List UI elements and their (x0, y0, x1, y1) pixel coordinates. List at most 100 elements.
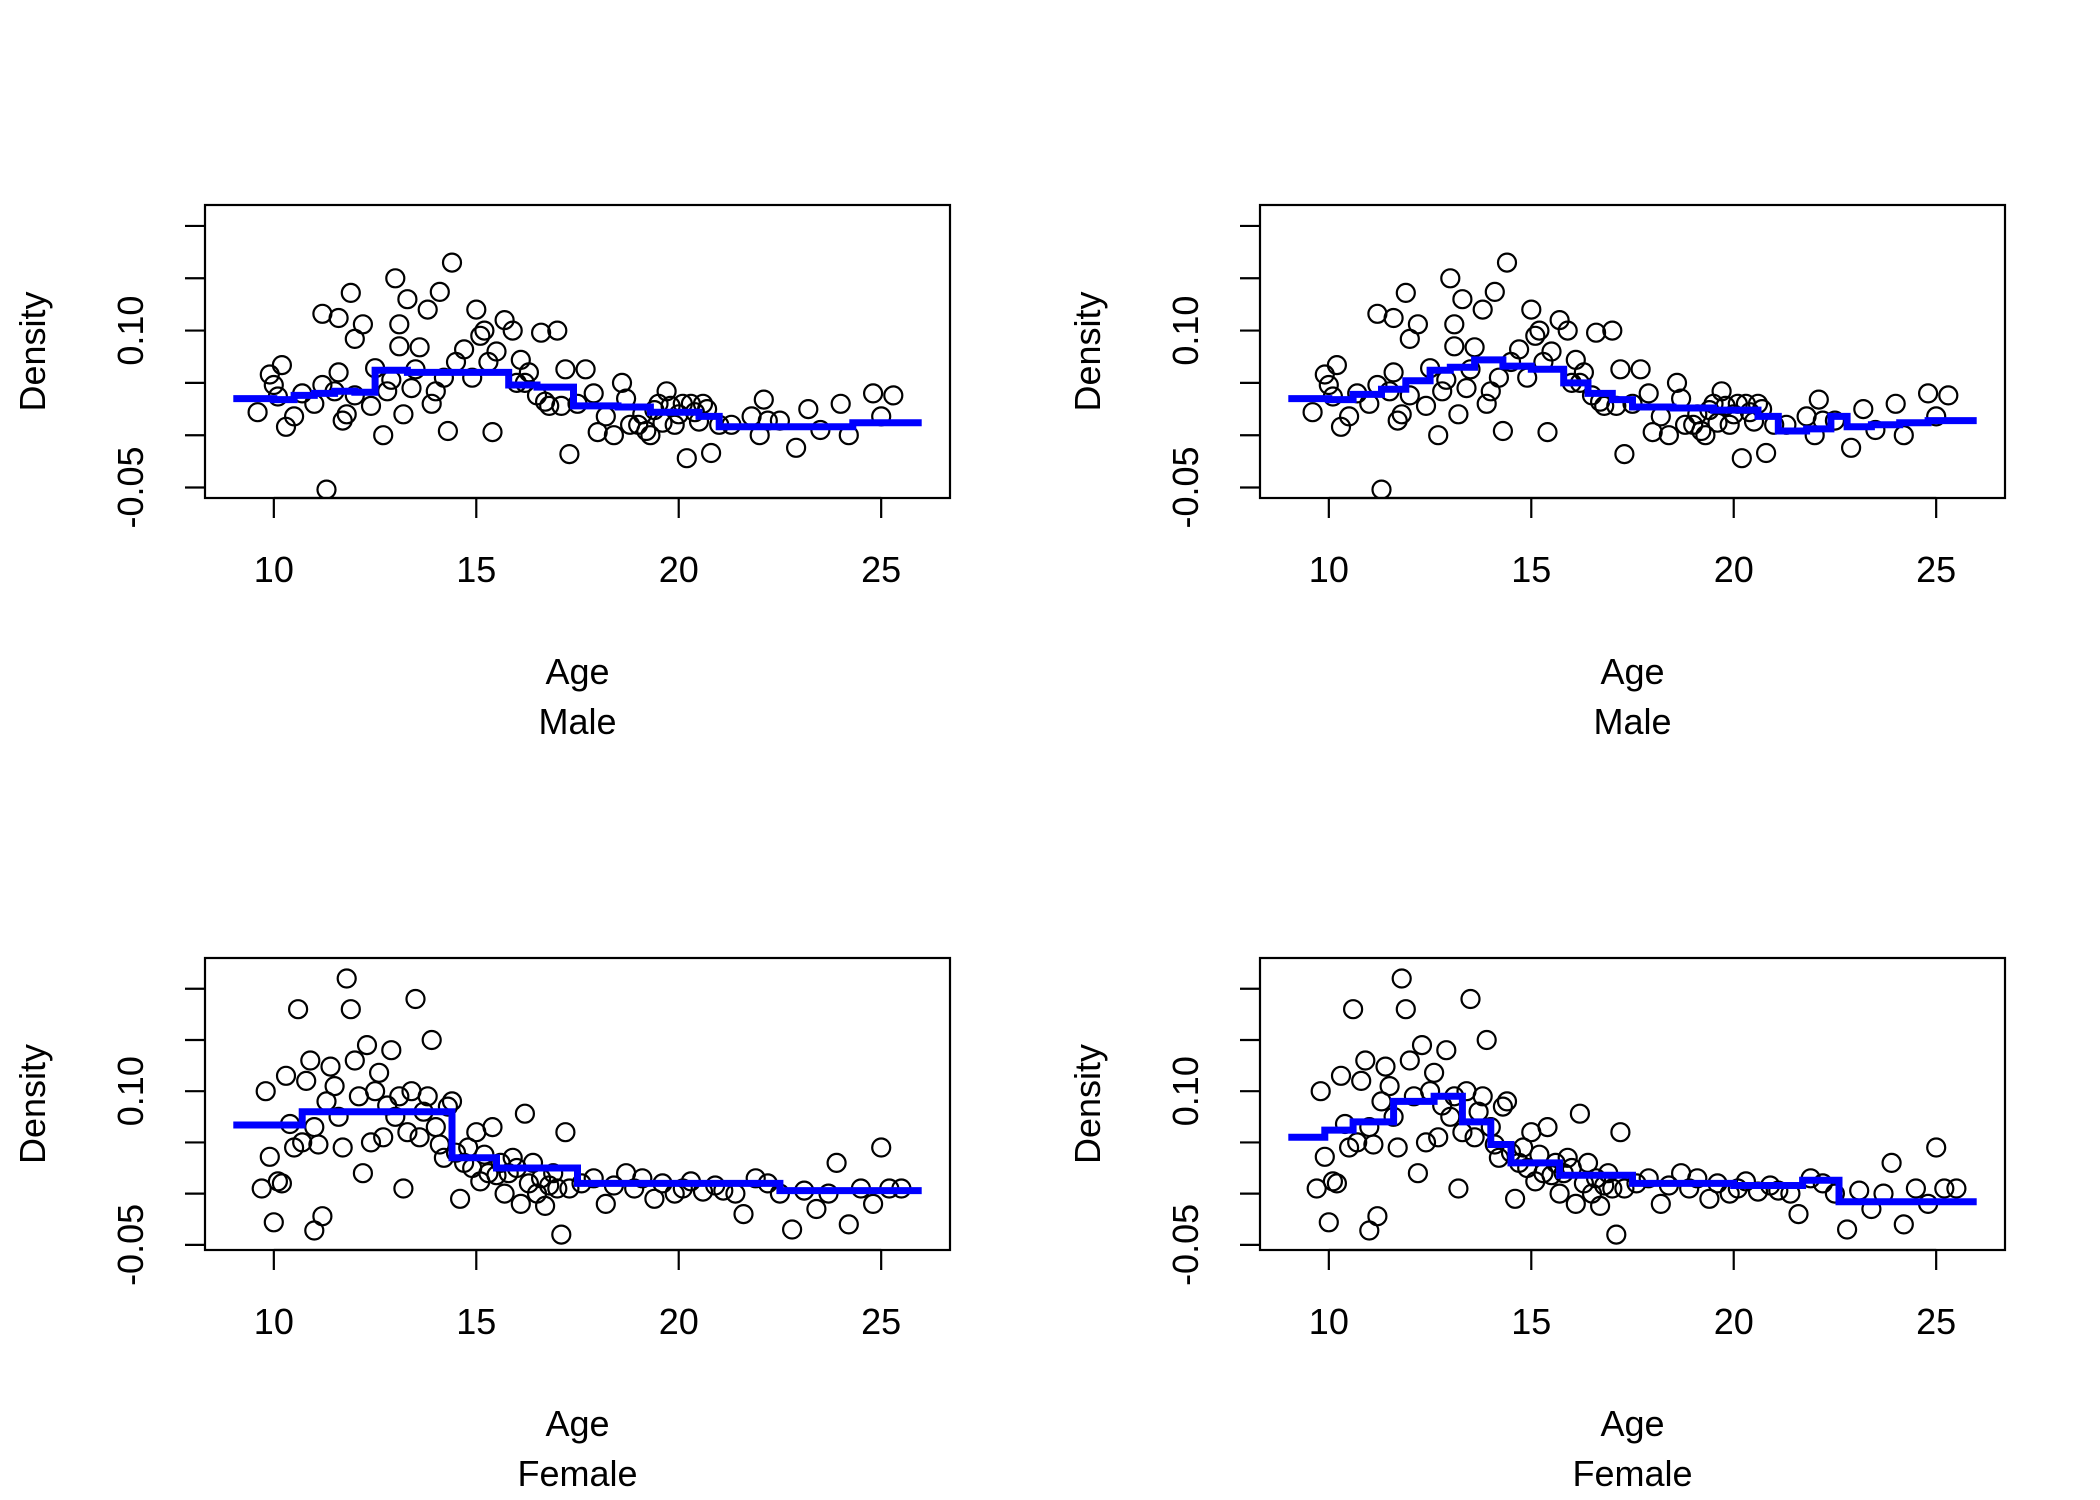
data-point (700, 442, 722, 464)
data-point (518, 362, 540, 383)
data-point (1347, 1132, 1368, 1153)
data-point (1428, 425, 1449, 446)
data-point (502, 320, 523, 341)
data-point (1452, 289, 1473, 310)
data-point (1926, 406, 1947, 427)
data-point (664, 414, 685, 435)
data-point (1492, 420, 1514, 442)
bottom-right-panel: 10 15 20 25 -0.05 0.10 Age Female Density (1067, 956, 2007, 1494)
data-point (328, 362, 349, 383)
data-point (1399, 385, 1420, 406)
data-point (530, 322, 552, 343)
data-point (1488, 367, 1510, 388)
data-point (798, 399, 819, 420)
data-point (1456, 378, 1477, 399)
x-tick-label: 10 (254, 549, 294, 590)
data-point (462, 367, 483, 388)
top-left-x-axis-label: Age (545, 651, 609, 692)
x-tick-label: 25 (861, 549, 901, 590)
data-point (733, 1203, 754, 1225)
top-right-density-step-line (1288, 356, 1977, 435)
bottom-left-points (251, 968, 912, 1245)
data-point (1529, 320, 1550, 341)
data-point (263, 1212, 284, 1233)
data-point (1917, 383, 1939, 404)
data-point (1444, 336, 1465, 357)
data-point (373, 425, 394, 446)
data-point (296, 1070, 317, 1092)
data-point (356, 1034, 378, 1056)
data-point (1448, 404, 1469, 425)
data-point (640, 425, 661, 446)
data-point (1363, 1134, 1384, 1155)
top-left-panel: 10 15 20 25 -0.05 0.10 Age Male Density (12, 203, 952, 742)
data-point (486, 341, 507, 362)
y-tick-label: -0.05 (110, 446, 151, 528)
data-point (753, 389, 774, 410)
data-point (1415, 1132, 1437, 1153)
data-point (466, 299, 487, 320)
bottom-right-y-axis-label: Density (1067, 1044, 1108, 1164)
data-point (1614, 1178, 1635, 1199)
data-point (320, 1056, 341, 1077)
data-point (1379, 1075, 1400, 1097)
data-point (332, 1137, 353, 1158)
data-point (409, 1127, 430, 1148)
data-point (1707, 412, 1728, 433)
data-point (255, 1081, 276, 1102)
data-point (1444, 314, 1465, 335)
data-point (547, 1178, 568, 1199)
data-point (1602, 320, 1623, 341)
y-tick-label: -0.05 (110, 1204, 151, 1286)
data-point (1318, 1212, 1339, 1233)
data-point (328, 1106, 349, 1127)
data-point (389, 1086, 410, 1107)
data-point (1302, 402, 1323, 423)
data-point (292, 1132, 313, 1153)
data-point (1472, 1086, 1493, 1107)
data-point (482, 1116, 503, 1138)
top-right-y-axis-label: Density (1067, 291, 1108, 411)
data-point (1755, 442, 1777, 464)
data-point (1808, 389, 1829, 410)
top-left-y-axis-label: Density (12, 291, 53, 411)
data-point (1448, 1178, 1469, 1199)
y-tick-label: -0.05 (1165, 446, 1206, 528)
data-point (1565, 1193, 1586, 1215)
data-point (1569, 1103, 1591, 1124)
data-point (1484, 281, 1505, 302)
data-point (437, 420, 458, 442)
x-tick-label: 20 (659, 1301, 699, 1342)
data-point (1460, 988, 1481, 1010)
data-point (1318, 374, 1339, 396)
data-point (692, 393, 714, 414)
data-point (360, 395, 382, 416)
data-point (1537, 1116, 1558, 1138)
data-point (271, 1173, 292, 1194)
data-point (1824, 1183, 1846, 1204)
data-point (1464, 1127, 1485, 1148)
data-point (365, 1081, 386, 1102)
data-point (1492, 1096, 1514, 1117)
data-point (1391, 968, 1412, 989)
data-point (1695, 425, 1716, 446)
data-point (397, 289, 418, 310)
data-point (1853, 399, 1874, 420)
top-right-panel: 10 15 20 25 -0.05 0.10 Age Male Density (1067, 203, 2007, 742)
data-point (300, 1050, 321, 1071)
data-point (251, 1178, 272, 1199)
data-point (1610, 1122, 1631, 1143)
data-point (1399, 1050, 1420, 1071)
data-point (1840, 437, 1862, 458)
data-point (1610, 359, 1631, 380)
data-point (352, 314, 373, 335)
top-right-points (1302, 252, 1959, 498)
data-point (324, 1075, 345, 1097)
data-point (397, 1122, 418, 1143)
data-point (1440, 268, 1461, 289)
x-tick-label: 15 (1511, 1301, 1551, 1342)
data-point (1371, 479, 1392, 498)
data-point (1630, 359, 1651, 380)
data-point (417, 1086, 438, 1107)
data-point (271, 355, 292, 376)
